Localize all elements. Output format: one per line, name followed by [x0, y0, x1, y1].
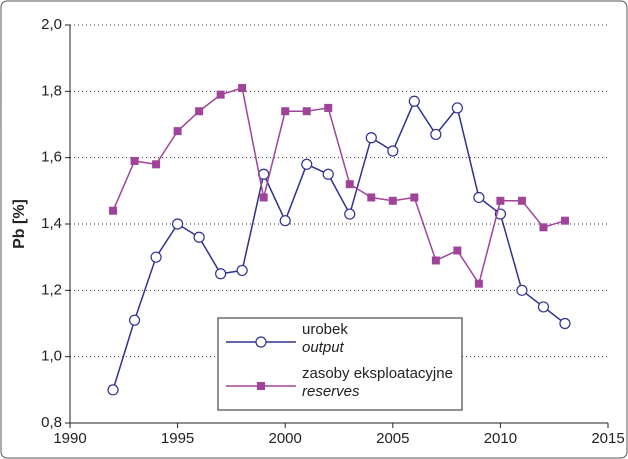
- y-tick-label: 1,4: [41, 215, 62, 232]
- point: [453, 246, 462, 255]
- legend-label: urobek: [302, 321, 348, 338]
- point: [107, 384, 119, 396]
- y-tick-label: 0,8: [41, 414, 62, 431]
- x-tick-label: 2015: [591, 430, 624, 447]
- point: [388, 196, 397, 205]
- point: [539, 223, 548, 232]
- point: [345, 180, 354, 189]
- point: [496, 196, 505, 205]
- legend-label-en: reserves: [302, 383, 360, 400]
- point: [474, 279, 483, 288]
- x-tick-label: 2010: [484, 430, 517, 447]
- point: [281, 107, 290, 116]
- y-axis-label: Pb [%]: [11, 199, 28, 249]
- point: [236, 264, 248, 277]
- point: [279, 215, 291, 227]
- x-tick-label: 1995: [161, 430, 194, 447]
- point: [259, 193, 268, 202]
- y-tick-label: 1,2: [41, 281, 62, 298]
- point: [130, 156, 139, 165]
- point: [172, 218, 184, 230]
- point: [410, 193, 419, 202]
- series-line: [112, 99, 566, 391]
- point: [387, 145, 399, 157]
- point: [150, 251, 162, 263]
- point: [431, 256, 440, 265]
- y-tick-label: 2,0: [41, 16, 62, 33]
- legend-box: [217, 317, 463, 411]
- point: [152, 160, 161, 169]
- point: [516, 284, 528, 296]
- point: [322, 168, 334, 180]
- point: [537, 301, 550, 313]
- point: [365, 132, 377, 144]
- point: [408, 95, 420, 107]
- point: [560, 216, 569, 225]
- point: [128, 314, 141, 326]
- point: [109, 206, 118, 215]
- point: [517, 196, 526, 205]
- point: [324, 103, 333, 112]
- point: [215, 268, 227, 280]
- point: [173, 127, 182, 136]
- point: [559, 317, 571, 330]
- point: [430, 128, 442, 141]
- x-tick-label: 2005: [376, 430, 409, 447]
- legend-label-en: output: [302, 339, 345, 356]
- point: [367, 193, 376, 202]
- legend-label: zasoby eksploatacyjne: [302, 365, 453, 382]
- y-tick-label: 1,6: [41, 149, 62, 166]
- y-tick-label: 1,0: [41, 348, 62, 365]
- legend-marker: [255, 336, 267, 348]
- point: [216, 90, 225, 99]
- y-tick-label: 1,8: [41, 82, 62, 99]
- point: [344, 208, 356, 220]
- point: [238, 84, 247, 93]
- series-line: [112, 87, 566, 286]
- point: [301, 158, 313, 170]
- x-tick-label: 2000: [269, 430, 302, 447]
- point: [473, 191, 485, 204]
- point: [302, 107, 311, 116]
- point: [451, 102, 463, 114]
- x-tick-label: 1990: [53, 430, 86, 447]
- point: [195, 107, 204, 116]
- point: [193, 231, 205, 243]
- legend-marker: [257, 382, 265, 390]
